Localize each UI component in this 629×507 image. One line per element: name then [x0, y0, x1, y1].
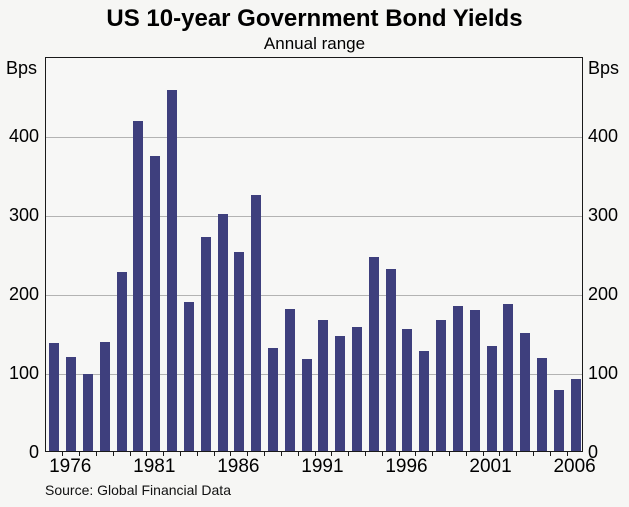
gridline-300 — [46, 216, 582, 217]
bar-2000 — [469, 310, 480, 451]
bar-1999 — [452, 305, 463, 451]
bar-2002 — [503, 304, 514, 451]
bar-1992 — [335, 335, 346, 451]
x-axis-tick — [95, 451, 97, 456]
bar-1998 — [436, 319, 447, 451]
y-axis-label-0: 0 — [28, 442, 39, 462]
x-axis-tick — [566, 451, 568, 456]
chart-title: US 10-year Government Bond Yields — [106, 5, 523, 32]
x-axis-tick — [398, 451, 400, 456]
plot-area — [45, 57, 583, 456]
bar-1978 — [99, 341, 110, 451]
bar-1993 — [352, 326, 363, 451]
y-axis-unit-left: Bps — [6, 58, 38, 78]
y-axis-label-300: 300 — [8, 205, 39, 225]
x-axis-tick — [465, 451, 467, 456]
x-axis-tick — [314, 451, 316, 456]
x-axis-tick — [112, 451, 114, 456]
x-axis-tick — [297, 451, 299, 456]
x-axis-tick — [230, 451, 232, 456]
x-axis-label-1996: 1996 — [385, 456, 428, 477]
y-axis-unit-right: Bps — [588, 58, 620, 78]
bar-2005 — [553, 390, 564, 451]
x-axis-tick — [331, 451, 333, 456]
bar-1976 — [66, 357, 77, 451]
x-axis-label-1986: 1986 — [217, 456, 260, 477]
y-axis-label-400: 400 — [588, 126, 619, 146]
bar-1981 — [150, 156, 161, 451]
x-axis-label-1976: 1976 — [49, 456, 92, 477]
y-axis-label-0: 0 — [588, 442, 599, 462]
x-axis-tick — [180, 451, 181, 456]
bar-1986 — [234, 251, 245, 451]
x-axis-tick — [163, 451, 165, 456]
x-axis-tick — [533, 451, 535, 456]
x-axis-tick — [79, 451, 81, 456]
x-axis-tick — [415, 451, 417, 456]
x-axis-label-1981: 1981 — [133, 456, 176, 477]
bar-1983 — [183, 301, 194, 451]
bar-2004 — [536, 357, 547, 451]
source-note: Source: Global Financial Data — [45, 482, 231, 498]
x-axis-label-1991: 1991 — [301, 456, 344, 477]
gridline-200 — [46, 295, 582, 296]
bar-1982 — [167, 89, 178, 451]
x-axis-tick — [516, 451, 518, 456]
gridline-400 — [46, 137, 582, 138]
bar-1990 — [301, 359, 312, 451]
bar-2006 — [570, 379, 581, 451]
x-axis-tick — [348, 451, 350, 456]
bar-1980 — [133, 120, 144, 451]
y-axis-label-100: 100 — [588, 363, 619, 383]
x-axis-tick — [432, 451, 434, 456]
x-axis-tick — [129, 451, 131, 456]
x-axis-tick — [247, 451, 249, 456]
bar-1987 — [251, 195, 262, 451]
bar-1996 — [402, 329, 413, 451]
bar-1997 — [419, 350, 430, 451]
bar-1975 — [49, 342, 60, 451]
y-axis-label-400: 400 — [8, 126, 39, 146]
x-axis-tick — [364, 451, 366, 456]
x-axis-tick — [482, 451, 484, 456]
bar-1988 — [267, 348, 278, 451]
x-axis-label-2006: 2006 — [553, 456, 596, 477]
bar-2003 — [520, 333, 531, 451]
gridline-100 — [46, 374, 582, 375]
x-axis-tick — [449, 451, 450, 456]
bar-2001 — [486, 345, 497, 451]
y-axis-label-100: 100 — [8, 363, 39, 383]
bar-1985 — [217, 214, 228, 451]
x-axis-tick — [196, 451, 198, 456]
bar-1989 — [284, 308, 295, 451]
bar-1979 — [116, 272, 127, 451]
bar-1977 — [83, 374, 94, 451]
bar-1994 — [368, 256, 379, 451]
x-axis-tick — [213, 451, 215, 456]
x-axis-tick — [146, 451, 148, 456]
x-axis-tick — [549, 451, 551, 456]
bar-1984 — [200, 236, 211, 451]
y-axis-label-200: 200 — [8, 284, 39, 304]
bar-1991 — [318, 319, 329, 451]
x-axis-tick — [499, 451, 501, 456]
x-axis-tick — [280, 451, 282, 456]
x-axis-tick — [264, 451, 266, 456]
y-axis-label-300: 300 — [588, 205, 619, 225]
bar-1995 — [385, 269, 396, 451]
x-axis-label-2001: 2001 — [469, 456, 512, 477]
x-axis-tick — [62, 451, 64, 456]
y-axis-label-200: 200 — [588, 284, 619, 304]
chart-subtitle: Annual range — [263, 34, 366, 53]
x-axis-tick — [381, 451, 383, 456]
